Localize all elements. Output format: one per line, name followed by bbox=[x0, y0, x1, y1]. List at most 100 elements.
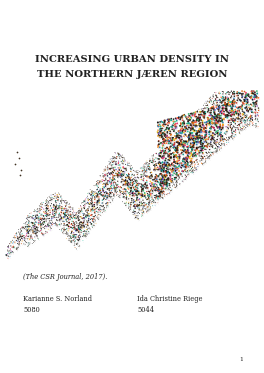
Point bbox=[161, 186, 165, 192]
Point bbox=[193, 119, 197, 125]
Point bbox=[215, 104, 219, 110]
Point bbox=[49, 225, 53, 231]
Point bbox=[59, 207, 64, 213]
Point bbox=[27, 241, 31, 247]
Point bbox=[142, 206, 146, 211]
Point bbox=[117, 170, 121, 176]
Point bbox=[90, 189, 94, 195]
Point bbox=[164, 177, 169, 183]
Point bbox=[165, 145, 169, 151]
Point bbox=[106, 174, 110, 180]
Point bbox=[57, 216, 61, 222]
Point bbox=[82, 232, 86, 238]
Point bbox=[141, 203, 145, 209]
Point bbox=[65, 218, 69, 224]
Point bbox=[171, 144, 176, 150]
Point bbox=[166, 134, 170, 140]
Point bbox=[174, 130, 178, 136]
Point bbox=[162, 159, 167, 165]
Point bbox=[129, 188, 133, 194]
Point bbox=[67, 232, 71, 238]
Point bbox=[31, 229, 35, 235]
Point bbox=[26, 245, 31, 251]
Point bbox=[217, 145, 221, 151]
Point bbox=[147, 206, 152, 212]
Point bbox=[170, 124, 175, 130]
Point bbox=[26, 215, 30, 221]
Point bbox=[140, 173, 145, 179]
Point bbox=[194, 152, 198, 158]
Point bbox=[136, 203, 141, 209]
Point bbox=[187, 126, 192, 132]
Point bbox=[132, 193, 136, 199]
Point bbox=[32, 224, 36, 230]
Point bbox=[172, 154, 176, 160]
Point bbox=[78, 234, 82, 240]
Point bbox=[224, 102, 228, 108]
Point bbox=[161, 191, 165, 197]
Point bbox=[44, 203, 49, 209]
Point bbox=[205, 143, 209, 149]
Point bbox=[200, 107, 204, 113]
Point bbox=[111, 170, 116, 176]
Point bbox=[133, 174, 137, 180]
Point bbox=[241, 107, 245, 113]
Point bbox=[194, 151, 198, 157]
Point bbox=[33, 219, 37, 225]
Point bbox=[256, 92, 260, 98]
Point bbox=[77, 211, 82, 217]
Point bbox=[30, 235, 34, 241]
Point bbox=[162, 140, 166, 146]
Point bbox=[200, 141, 205, 147]
Point bbox=[113, 164, 117, 170]
Point bbox=[129, 177, 133, 183]
Point bbox=[140, 187, 144, 193]
Point bbox=[119, 163, 123, 169]
Point bbox=[165, 125, 169, 131]
Point bbox=[204, 156, 208, 162]
Point bbox=[251, 120, 255, 126]
Point bbox=[34, 220, 38, 226]
Point bbox=[82, 232, 86, 238]
Point bbox=[172, 141, 176, 147]
Point bbox=[29, 241, 33, 247]
Point bbox=[181, 114, 185, 120]
Point bbox=[34, 231, 39, 237]
Point bbox=[196, 110, 200, 116]
Point bbox=[221, 94, 225, 100]
Point bbox=[130, 181, 135, 186]
Point bbox=[79, 215, 84, 221]
Point bbox=[49, 204, 53, 210]
Point bbox=[131, 192, 135, 198]
Point bbox=[83, 198, 87, 204]
Point bbox=[166, 171, 170, 177]
Point bbox=[141, 188, 145, 194]
Point bbox=[166, 134, 170, 140]
Point bbox=[216, 141, 221, 147]
Point bbox=[109, 160, 113, 166]
Point bbox=[134, 188, 138, 194]
Point bbox=[113, 169, 117, 175]
Point bbox=[102, 175, 106, 181]
Point bbox=[222, 130, 227, 136]
Point bbox=[143, 206, 147, 211]
Point bbox=[236, 99, 240, 105]
Point bbox=[69, 231, 73, 236]
Point bbox=[123, 201, 127, 207]
Point bbox=[184, 173, 188, 179]
Point bbox=[88, 192, 92, 198]
Point bbox=[187, 154, 191, 160]
Point bbox=[201, 163, 206, 169]
Point bbox=[135, 210, 139, 216]
Point bbox=[55, 218, 60, 224]
Point bbox=[82, 224, 87, 230]
Point bbox=[86, 233, 91, 239]
Point bbox=[107, 192, 112, 198]
Point bbox=[159, 197, 163, 203]
Point bbox=[225, 136, 229, 142]
Point bbox=[83, 196, 88, 202]
Point bbox=[144, 169, 148, 175]
Point bbox=[198, 114, 202, 120]
Point bbox=[176, 164, 181, 170]
Point bbox=[107, 197, 111, 203]
